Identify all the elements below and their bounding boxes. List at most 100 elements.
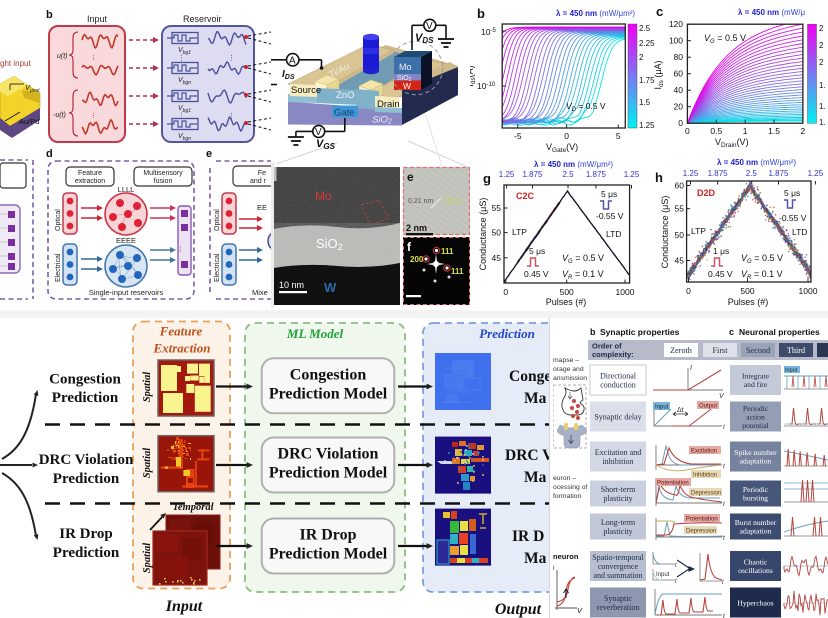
svg-text:120: 120 bbox=[669, 19, 683, 29]
svg-text:10 nm: 10 nm bbox=[279, 280, 304, 290]
svg-text:...: ... bbox=[91, 54, 100, 61]
svg-text:100: 100 bbox=[669, 36, 683, 46]
svg-text:b: b bbox=[590, 327, 596, 337]
svg-text:t: t bbox=[675, 579, 677, 585]
svg-text:SiO2: SiO2 bbox=[397, 75, 412, 83]
svg-text:1.: 1. bbox=[819, 118, 826, 127]
svg-text:complexity:: complexity: bbox=[592, 350, 634, 359]
svg-text:Source: Source bbox=[291, 85, 321, 96]
svg-text:V: V bbox=[426, 21, 433, 32]
svg-text:Prediction: Prediction bbox=[53, 545, 120, 561]
svg-text:111: 111 bbox=[451, 267, 464, 276]
svg-text:1.875: 1.875 bbox=[522, 170, 543, 179]
svg-text:Reservoir: Reservoir bbox=[183, 14, 222, 24]
svg-text:2 nm: 2 nm bbox=[406, 223, 427, 233]
svg-text:1.75: 1.75 bbox=[639, 76, 655, 85]
svg-text:Output: Output bbox=[699, 404, 717, 410]
svg-text:V: V bbox=[577, 606, 583, 615]
svg-text:1: 1 bbox=[743, 126, 748, 136]
svg-text:orage and: orage and bbox=[553, 366, 584, 373]
svg-text:LTD: LTD bbox=[606, 229, 621, 239]
svg-text:10-10: 10-10 bbox=[477, 81, 496, 91]
svg-text:u(t): u(t) bbox=[57, 53, 68, 60]
svg-text:Prediction: Prediction bbox=[479, 326, 535, 341]
svg-text:Depression: Depression bbox=[686, 529, 716, 535]
svg-text:EEEE: EEEE bbox=[116, 236, 136, 245]
svg-text:500: 500 bbox=[740, 286, 754, 296]
svg-text:Chaotic: Chaotic bbox=[744, 558, 768, 567]
svg-text:55: 55 bbox=[675, 204, 685, 214]
svg-text:0: 0 bbox=[564, 131, 569, 141]
svg-text:Single-input reservoirs: Single-input reservoirs bbox=[89, 288, 164, 297]
svg-text:d: d bbox=[46, 148, 53, 160]
svg-text:b: b bbox=[477, 6, 485, 21]
svg-text:IR Drop: IR Drop bbox=[299, 527, 356, 544]
svg-text:Synaptic: Synaptic bbox=[604, 594, 632, 603]
svg-text:Ids (μA): Ids (μA) bbox=[653, 60, 665, 89]
svg-text:1 μs: 1 μs bbox=[713, 246, 729, 256]
svg-text:Input: Input bbox=[656, 572, 670, 578]
svg-text:2.5: 2.5 bbox=[639, 24, 651, 33]
svg-text:Optical: Optical bbox=[55, 209, 62, 231]
svg-text:VGS: VGS bbox=[316, 138, 336, 151]
svg-text:Vbgn: Vbgn bbox=[178, 133, 191, 142]
svg-text:2: 2 bbox=[801, 126, 806, 136]
svg-text:Multisensory: Multisensory bbox=[143, 170, 183, 177]
svg-text:LTP: LTP bbox=[691, 226, 706, 236]
svg-text:Au/Pd: Au/Pd bbox=[19, 117, 39, 126]
svg-text:Mo: Mo bbox=[315, 189, 332, 203]
svg-text:l: l bbox=[553, 565, 555, 572]
svg-text:Input: Input bbox=[87, 14, 108, 24]
svg-text:h: h bbox=[655, 170, 663, 185]
svg-text:...: ... bbox=[229, 54, 239, 62]
svg-text:Ids(A): Ids(A) bbox=[470, 65, 477, 86]
svg-text:extraction: extraction bbox=[75, 178, 105, 185]
svg-text:plasticity: plasticity bbox=[603, 494, 632, 503]
svg-text:1.875: 1.875 bbox=[768, 169, 789, 178]
svg-text:SiO2: SiO2 bbox=[316, 236, 343, 252]
svg-text:Conge: Conge bbox=[509, 368, 551, 385]
svg-text:LTP: LTP bbox=[512, 227, 527, 237]
svg-text:plasticity: plasticity bbox=[603, 527, 632, 536]
svg-text:c: c bbox=[656, 4, 663, 19]
svg-text:DRC Violation: DRC Violation bbox=[278, 446, 379, 463]
svg-text:adaptation: adaptation bbox=[740, 457, 772, 466]
svg-text:1.: 1. bbox=[819, 102, 826, 111]
svg-text:1.5: 1.5 bbox=[768, 126, 780, 136]
svg-text:Depression: Depression bbox=[691, 491, 721, 497]
svg-text:Input: Input bbox=[655, 405, 669, 411]
svg-text:adaptation: adaptation bbox=[740, 527, 772, 536]
svg-text:potential: potential bbox=[742, 421, 769, 430]
svg-text:0: 0 bbox=[685, 126, 690, 136]
svg-text:C2C: C2C bbox=[516, 191, 535, 201]
svg-text:SiO2: SiO2 bbox=[372, 115, 392, 126]
svg-text:LLLL: LLLL bbox=[118, 185, 135, 194]
svg-text:Vpost: Vpost bbox=[25, 83, 40, 94]
svg-text:VDS: VDS bbox=[415, 32, 434, 45]
svg-text:1.875: 1.875 bbox=[586, 170, 607, 179]
svg-text:Input: Input bbox=[785, 368, 798, 374]
svg-text:t: t bbox=[675, 563, 677, 569]
svg-text:Pulses (#): Pulses (#) bbox=[546, 297, 587, 307]
svg-text:2.25: 2.25 bbox=[639, 39, 655, 48]
svg-text:ansmission: ansmission bbox=[553, 375, 587, 382]
svg-text:Synaptic delay: Synaptic delay bbox=[594, 413, 641, 422]
svg-text:Prediction: Prediction bbox=[53, 471, 120, 487]
svg-text:Spatial: Spatial bbox=[142, 448, 153, 478]
svg-text:VG = 0.5 V: VG = 0.5 V bbox=[562, 253, 604, 265]
svg-text:1000: 1000 bbox=[799, 286, 818, 296]
svg-text:Gate: Gate bbox=[334, 108, 355, 119]
svg-text:1.25: 1.25 bbox=[624, 170, 640, 179]
svg-text:2: 2 bbox=[819, 41, 824, 50]
svg-text:Potentiation: Potentiation bbox=[686, 517, 718, 523]
svg-text:Directional: Directional bbox=[600, 372, 637, 381]
svg-text:First: First bbox=[712, 346, 728, 355]
svg-text:V: V bbox=[315, 127, 322, 138]
svg-text:c: c bbox=[729, 327, 734, 337]
svg-text:...: ... bbox=[229, 112, 239, 120]
svg-text:t: t bbox=[723, 463, 726, 470]
svg-text:Ma: Ma bbox=[524, 550, 547, 567]
svg-text:Burst number: Burst number bbox=[735, 518, 777, 527]
svg-text:DRC Vi: DRC Vi bbox=[505, 447, 555, 464]
svg-text:1.25: 1.25 bbox=[683, 169, 699, 178]
